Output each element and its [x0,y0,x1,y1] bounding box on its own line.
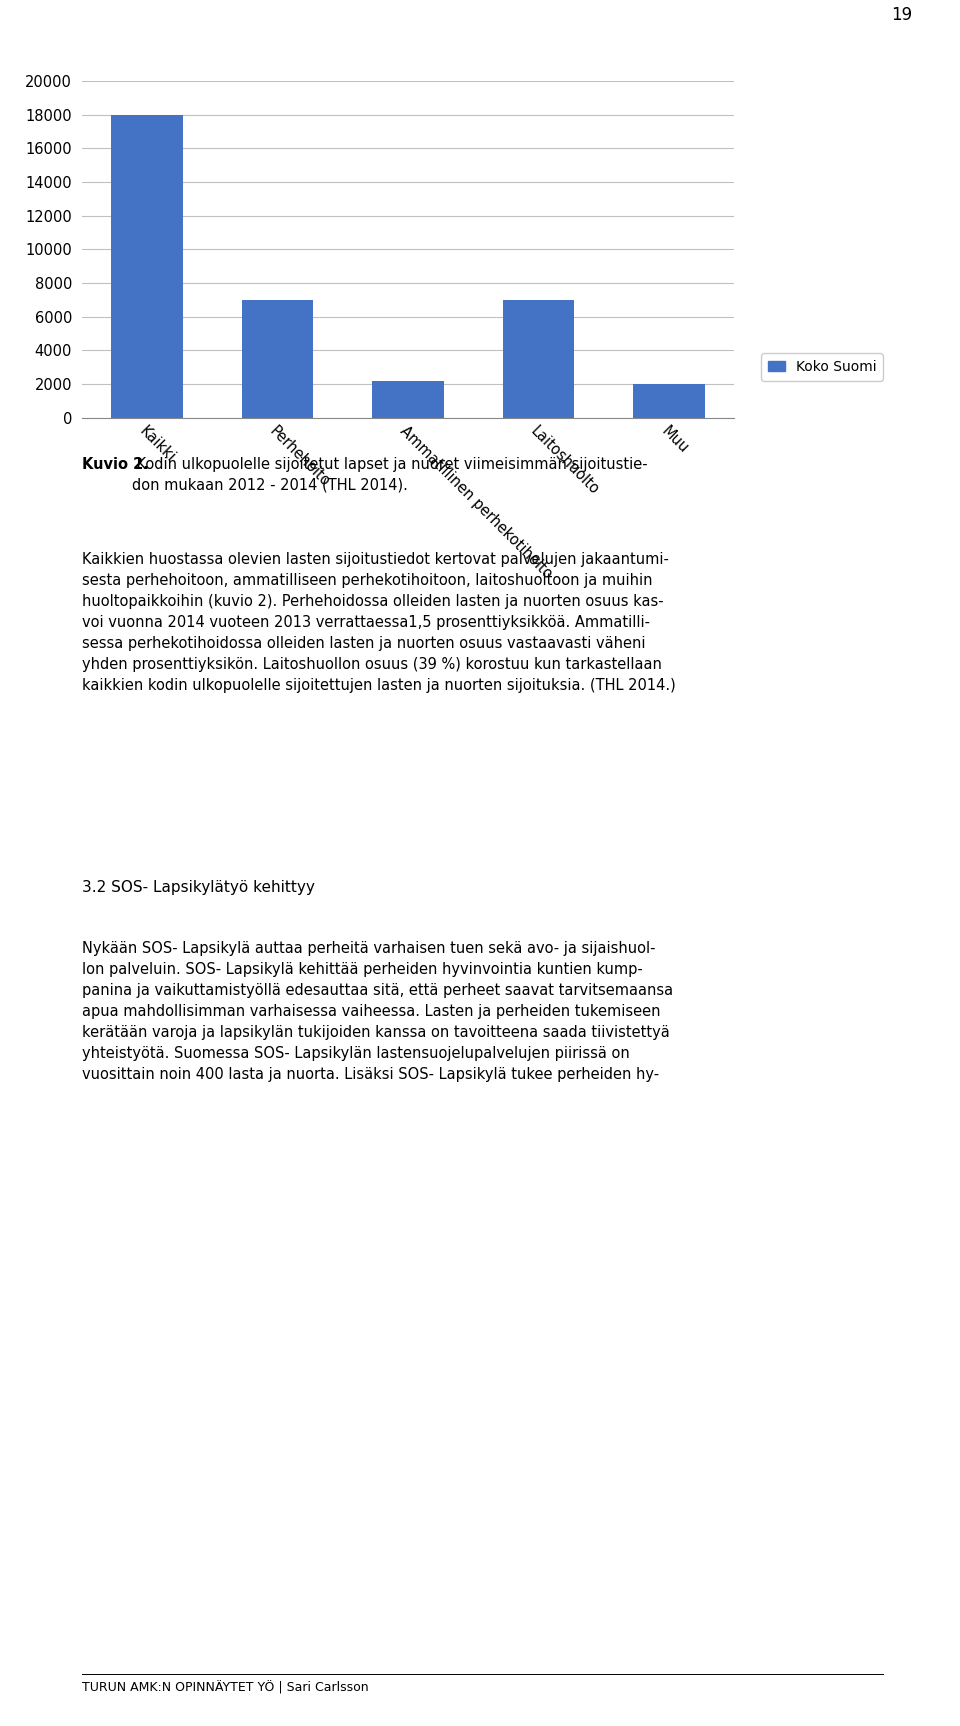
Text: Kaikkien huostassa olevien lasten sijoitustiedot kertovat palvelujen jakaantumi-: Kaikkien huostassa olevien lasten sijoit… [82,552,675,694]
Bar [242,300,313,418]
Bar [503,300,574,418]
Text: Kodin ulkopuolelle sijoitetut lapset ja nuoret viimeisimmän sijoitustie-
don muk: Kodin ulkopuolelle sijoitetut lapset ja … [132,457,647,494]
Bar [111,114,183,418]
Text: 3.2 SOS- Lapsikylätyö kehittyy: 3.2 SOS- Lapsikylätyö kehittyy [82,880,315,896]
Text: Kuvio 2.: Kuvio 2. [82,457,149,473]
Text: Nykään SOS- Lapsikylä auttaa perheitä varhaisen tuen sekä avo- ja sijaishuol-
lo: Nykään SOS- Lapsikylä auttaa perheitä va… [82,941,673,1082]
Bar [633,385,705,418]
Text: 19: 19 [891,7,912,24]
Bar [372,381,444,418]
Text: TURUN AMK:N OPINNÄYTET YÖ | Sari Carlsson: TURUN AMK:N OPINNÄYTET YÖ | Sari Carlsso… [82,1681,369,1695]
Legend: Koko Suomi: Koko Suomi [761,354,883,381]
